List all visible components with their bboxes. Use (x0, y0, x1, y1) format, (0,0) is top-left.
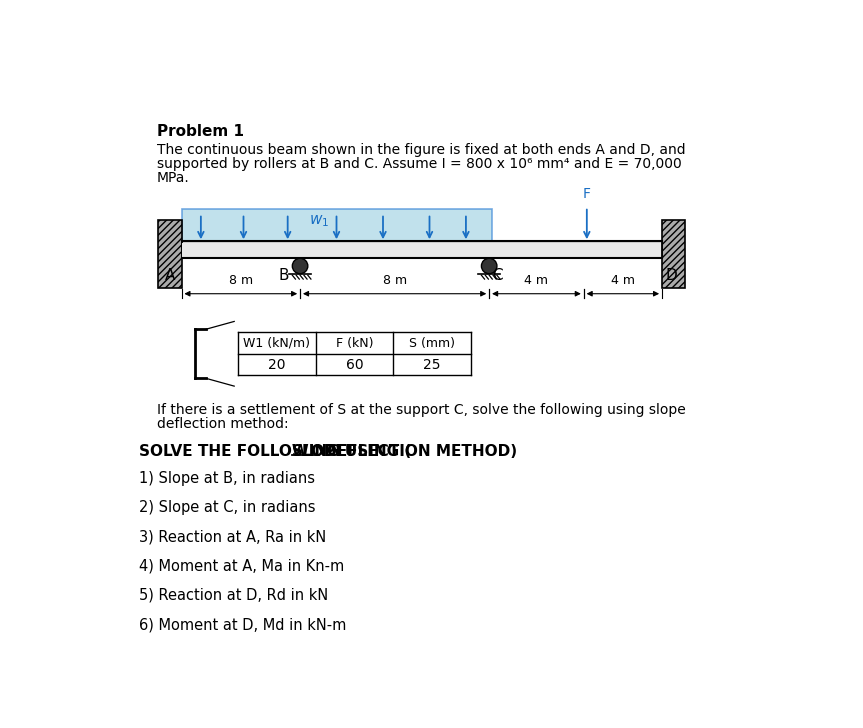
Text: W1 (kN/m): W1 (kN/m) (243, 336, 311, 349)
Text: B: B (279, 267, 289, 282)
Text: 6) Moment at D, Md in kN-m: 6) Moment at D, Md in kN-m (139, 617, 346, 632)
Text: SOLVE THE FOLLOWING USING (: SOLVE THE FOLLOWING USING ( (139, 444, 416, 459)
Text: 8 m: 8 m (229, 274, 253, 287)
Text: SLOPE: SLOPE (292, 444, 346, 459)
Text: F: F (583, 186, 591, 200)
Text: $w_1$: $w_1$ (309, 213, 329, 229)
Text: 1) Slope at B, in radians: 1) Slope at B, in radians (139, 471, 315, 486)
Text: 5) Reaction at D, Rd in kN: 5) Reaction at D, Rd in kN (139, 588, 328, 603)
Text: 20: 20 (268, 357, 286, 371)
Text: 25: 25 (423, 357, 441, 371)
Text: 4 m: 4 m (525, 274, 549, 287)
Text: 3) Reaction at A, Ra in kN: 3) Reaction at A, Ra in kN (139, 529, 326, 545)
Text: 4) Moment at A, Ma in Kn-m: 4) Moment at A, Ma in Kn-m (139, 558, 344, 574)
Text: 8 m: 8 m (382, 274, 406, 287)
Bar (158, 220, 181, 288)
Bar (662, 220, 685, 288)
Polygon shape (181, 242, 662, 258)
Text: A: A (165, 267, 175, 282)
Circle shape (293, 258, 308, 274)
Text: deflection method:: deflection method: (157, 417, 288, 431)
Text: The continuous beam shown in the figure is fixed at both ends A and D, and: The continuous beam shown in the figure … (157, 143, 685, 157)
Text: supported by rollers at B and C. Assume I = 800 x 10⁶ mm⁴ and E = 70,000: supported by rollers at B and C. Assume … (157, 157, 682, 170)
Text: 4 m: 4 m (611, 274, 635, 287)
Text: MPa.: MPa. (157, 170, 190, 184)
Text: 60: 60 (345, 357, 363, 371)
Text: DEFLECTION METHOD): DEFLECTION METHOD) (319, 444, 517, 459)
Text: S (mm): S (mm) (409, 336, 455, 349)
Text: 2) Slope at C, in radians: 2) Slope at C, in radians (139, 500, 315, 515)
Text: D: D (665, 267, 677, 282)
Text: F (kN): F (kN) (336, 336, 373, 349)
Text: C: C (492, 267, 503, 282)
Polygon shape (182, 243, 661, 257)
Text: If there is a settlement of S at the support C, solve the following using slope: If there is a settlement of S at the sup… (157, 403, 685, 417)
Polygon shape (181, 209, 492, 242)
Text: Problem 1: Problem 1 (157, 124, 243, 138)
Circle shape (482, 258, 497, 274)
